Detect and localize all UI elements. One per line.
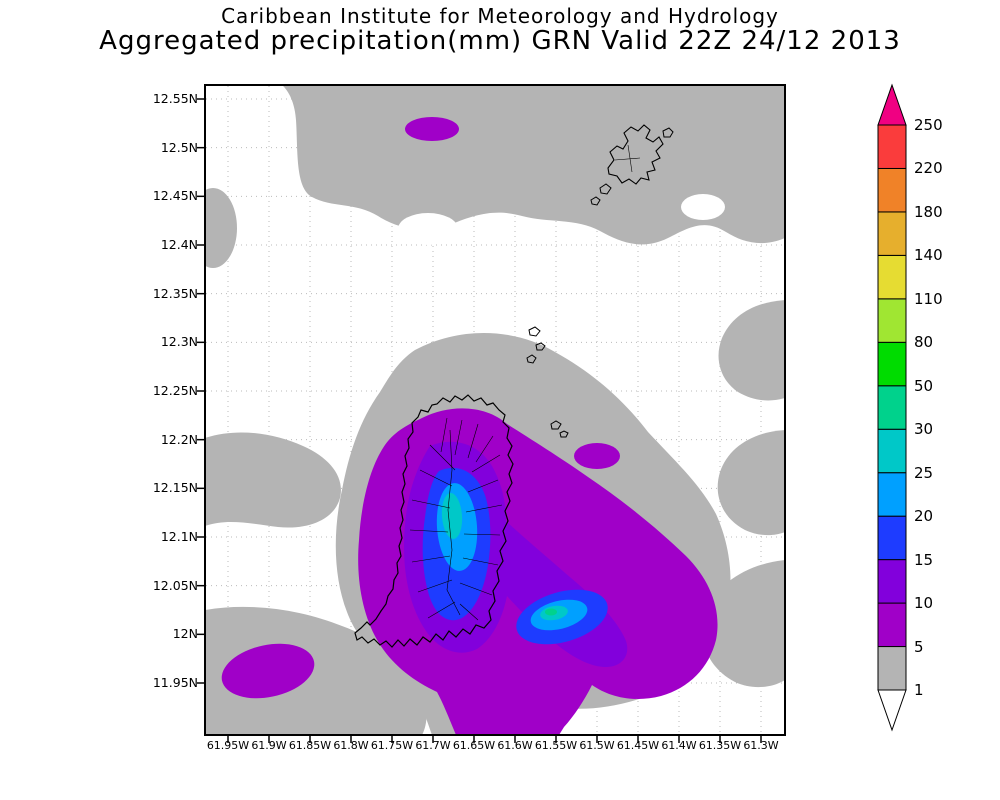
map-frame (204, 84, 786, 736)
grenada-outline (354, 394, 514, 648)
colorbar-top-arrow (877, 83, 907, 126)
contour-gray-left-band (206, 432, 341, 528)
carriacou-interior-lines (614, 144, 641, 173)
colorbar-segment (877, 167, 907, 213)
colorbar-segment (877, 602, 907, 648)
colorbar-segment (877, 124, 907, 169)
colorbar (877, 83, 907, 732)
colorbar-segment (877, 298, 907, 343)
colorbar-segment (877, 341, 907, 387)
contour-gray-top-band (282, 86, 784, 245)
contour-purple-southwest-cell (221, 643, 315, 699)
small-islets (526, 127, 674, 438)
contour-cyan-island (441, 493, 463, 539)
coastlines (354, 124, 674, 648)
contour-gray-right-mid (718, 300, 784, 401)
colorbar-segment (877, 254, 907, 300)
colorbar-segment (877, 559, 907, 604)
contour-white-hole-right (681, 194, 725, 220)
contour-aqua-southeast (545, 608, 557, 616)
contour-layers (206, 86, 784, 734)
contour-gray-right-lower (717, 430, 784, 536)
grenada-watershed-lines (409, 417, 503, 621)
contour-purple-east-cell (574, 443, 620, 469)
colorbar-segment (877, 428, 907, 474)
colorbar-segment (877, 646, 907, 691)
colorbar-segment (877, 515, 907, 561)
contour-gray-left-small (206, 188, 237, 268)
contour-white-hole-top (398, 213, 458, 245)
plot-title: Aggregated precipitation(mm) GRN Valid 2… (99, 26, 901, 56)
institution-title: Caribbean Institute for Meteorology and … (221, 4, 779, 28)
carriacou-outline (607, 124, 664, 185)
colorbar-bottom-arrow (877, 689, 907, 732)
axis-tick-marks (197, 98, 762, 743)
colorbar-segment (877, 211, 907, 256)
colorbar-segment (877, 385, 907, 430)
colorbar-segment (877, 472, 907, 517)
contour-purple-north-cell (405, 117, 459, 141)
contour-gray-bottom-left (206, 606, 427, 734)
